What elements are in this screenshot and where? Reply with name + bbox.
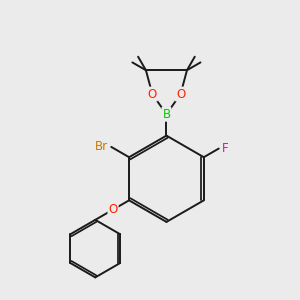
- Text: O: O: [176, 88, 185, 100]
- Text: Br: Br: [95, 140, 108, 153]
- Text: O: O: [148, 88, 157, 100]
- Text: F: F: [222, 142, 229, 155]
- Text: B: B: [162, 108, 170, 121]
- Text: O: O: [108, 203, 118, 216]
